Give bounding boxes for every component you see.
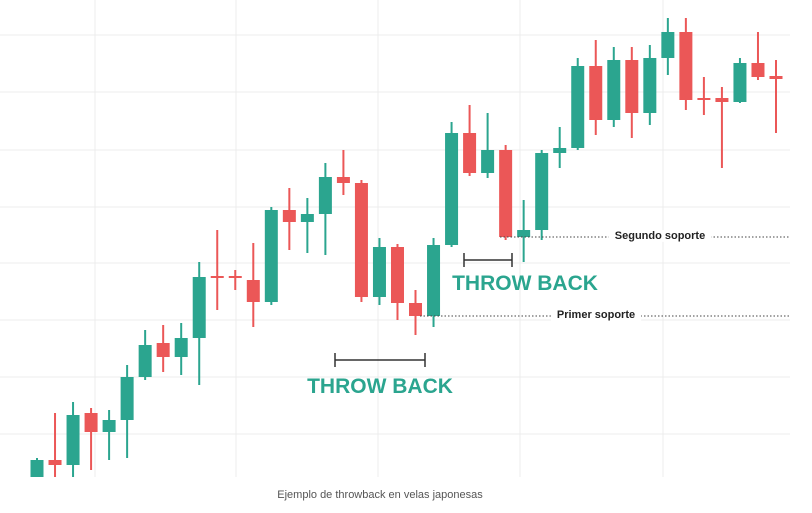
- caption: Ejemplo de throwback en velas japonesas: [277, 489, 483, 501]
- candle-body: [679, 32, 693, 100]
- candle-body: [445, 133, 459, 245]
- candle-body: [715, 98, 729, 102]
- support-label: Primer soporte: [557, 309, 635, 321]
- candle-body: [318, 177, 332, 214]
- candle-body: [697, 98, 711, 100]
- candle-body: [264, 210, 278, 302]
- throwback-label: THROW BACK: [307, 375, 453, 398]
- candle-body: [409, 303, 423, 316]
- candle-body: [246, 280, 260, 302]
- candle-body: [733, 63, 747, 102]
- candle-body: [661, 32, 675, 58]
- candle-body: [499, 150, 513, 237]
- candle-body: [156, 343, 170, 357]
- throwback-1: [334, 253, 513, 367]
- candle-body: [751, 63, 765, 77]
- candle-body: [427, 245, 441, 316]
- candle-body: [66, 415, 80, 465]
- support-label-bg: [550, 308, 642, 321]
- candle-body: [607, 60, 621, 120]
- candle-body: [210, 276, 224, 278]
- candle-body: [390, 247, 404, 303]
- throwback-label: THROW BACK: [452, 272, 598, 295]
- candle-body: [138, 345, 152, 377]
- candle-body: [30, 460, 44, 477]
- candle-body: [481, 150, 495, 173]
- support-label-bg: [608, 229, 712, 242]
- candle-body: [372, 247, 386, 297]
- candle-body: [282, 210, 296, 222]
- candle-body: [643, 58, 657, 113]
- candle-body: [120, 377, 134, 420]
- candle-body: [102, 420, 116, 432]
- candle-body: [48, 460, 62, 465]
- candle-body: [769, 76, 783, 79]
- support-label: Segundo soporte: [615, 230, 705, 242]
- candle-body: [336, 177, 350, 183]
- candle-body: [174, 338, 188, 357]
- candle-body: [625, 60, 639, 113]
- candle-body: [589, 66, 603, 120]
- candle-body: [463, 133, 477, 173]
- candle-body: [517, 230, 531, 237]
- candle-body: [300, 214, 314, 222]
- candle-body: [84, 413, 98, 432]
- candle-body: [192, 277, 206, 338]
- candle-body: [354, 183, 368, 297]
- candle-body: [553, 148, 567, 153]
- candle-body: [571, 66, 585, 148]
- candle-body: [228, 276, 242, 278]
- candle-body: [535, 153, 549, 230]
